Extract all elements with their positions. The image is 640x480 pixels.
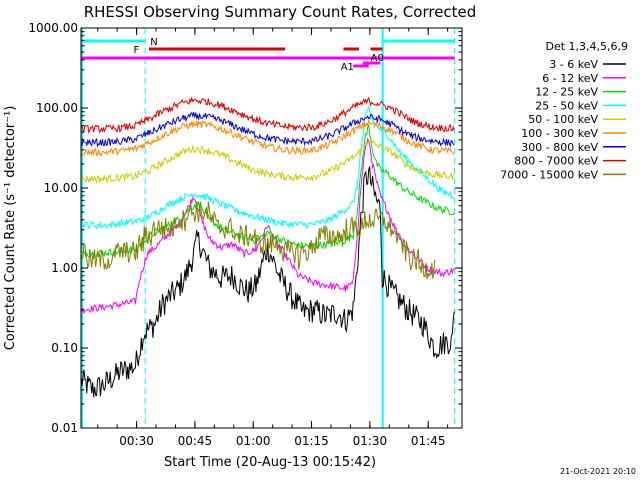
legend-entry-label: 25 - 50 keV <box>535 99 598 112</box>
y-tick-label: 0.01 <box>51 421 78 435</box>
x-axis: 00:30 00:45 01:00 01:15 01:30 01:45 <box>97 28 449 448</box>
flag-label-a1: A1 <box>341 62 354 73</box>
footer-timestamp: 21-Oct-2021 20:10 <box>560 467 636 476</box>
series-line-4 <box>80 104 455 230</box>
series-line-3 <box>81 124 455 259</box>
x-tick-label: 00:45 <box>178 434 213 448</box>
legend-entry-label: 800 - 7000 keV <box>514 155 598 168</box>
legend-title: Det 1,3,4,5,6,9 <box>545 40 628 53</box>
x-tick-label: 01:00 <box>236 434 271 448</box>
y-axis: 1000.00 100.00 10.00 1.00 0.10 0.01 <box>28 21 462 435</box>
chart-title: RHESSI Observing Summary Count Rates, Co… <box>84 3 477 21</box>
x-tick-label: 00:30 <box>119 434 154 448</box>
x-tick-label: 01:45 <box>411 434 446 448</box>
x-tick-label: 01:15 <box>294 434 329 448</box>
legend-entry-label: 100 - 300 keV <box>521 127 598 140</box>
flag-label-n: N <box>150 37 157 48</box>
flag-label-f: F <box>133 45 139 56</box>
legend-entry-label: 6 - 12 keV <box>542 72 598 85</box>
series-line-1 <box>80 166 455 398</box>
series-layer <box>80 95 455 398</box>
series-line-6 <box>80 119 455 157</box>
y-tick-label: 100.00 <box>36 101 78 115</box>
series-line-5 <box>80 137 455 185</box>
y-axis-label: Corrected Count Rate (s⁻¹ detector⁻¹) <box>3 106 18 351</box>
series-line-2 <box>80 137 455 315</box>
series-line-8 <box>80 95 455 134</box>
y-tick-label: 1000.00 <box>28 21 78 35</box>
y-tick-label: 10.00 <box>44 181 78 195</box>
y-tick-label: 1.00 <box>51 261 78 275</box>
legend-entry-label: 300 - 800 keV <box>521 141 598 154</box>
plot-frame <box>80 27 463 429</box>
x-tick-label: 01:30 <box>353 434 388 448</box>
legend-entry-label: 7000 - 15000 keV <box>500 168 598 181</box>
legend-entry-label: 50 - 100 keV <box>528 113 598 126</box>
flag-label-a0: A0 <box>371 53 384 64</box>
legend-entry-label: 12 - 25 keV <box>535 86 598 99</box>
legend-entry-label: 3 - 6 keV <box>549 58 598 71</box>
y-tick-label: 0.10 <box>51 341 78 355</box>
series-line-9 <box>80 201 436 280</box>
x-axis-label: Start Time (20-Aug-13 00:15:42) <box>164 455 376 470</box>
annotation-layer: NF A0 A1 <box>81 28 456 428</box>
series-line-7 <box>80 112 455 148</box>
